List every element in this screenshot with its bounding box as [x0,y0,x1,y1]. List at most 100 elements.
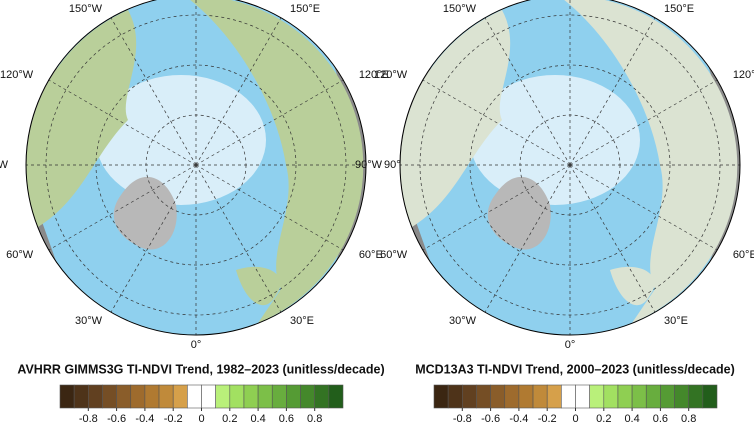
colorbar-swatch [490,384,506,409]
colorbar-swatch [617,384,633,409]
map-outline [399,0,741,336]
colorbar-title: MCD13A3 TI-NDVI Trend, 2000–2023 (unitle… [415,362,735,376]
meridian [110,17,197,166]
colorbar-swatch [476,384,491,409]
colorbar-tick-label: 0.6 [653,413,668,425]
colorbar-tick-label: 0.6 [279,413,294,425]
colorbar-swatch [702,384,718,409]
polar-map: 180°150°E120°E90°E60°E30°E0°30°W60°W90°W… [0,0,408,351]
colorbar-swatch [532,384,548,409]
longitude-label: 30°W [449,315,477,327]
longitude-label: 60°W [380,249,408,261]
colorbar-tick-label: 0.2 [222,413,237,425]
colorbar-swatch [674,384,689,409]
longitude-label: 150°W [443,3,477,15]
meridian [422,164,571,251]
colorbar-swatch [504,384,520,409]
meridian [110,164,197,313]
meridian [484,17,571,166]
longitude-label: 60°E [359,249,383,261]
colorbar-swatch [561,384,576,409]
meridian [195,17,282,166]
colorbar-swatch [328,384,344,409]
longitude-label: 120°E [359,69,389,81]
colorbar-swatch [158,384,174,409]
longitude-label: 120°E [733,69,754,81]
colorbar-swatch [59,384,75,409]
colorbar-tick-label: -0.6 [107,413,126,425]
colorbar-swatch [433,384,449,409]
colorbar-swatch [201,384,216,409]
colorbar-tick-label: 0.8 [681,413,696,425]
colorbar-swatch [575,384,590,409]
longitude-label: 150°E [290,3,320,15]
colorbar-swatch [116,384,132,409]
colorbar-swatch [314,384,330,409]
colorbar-swatch [144,384,160,409]
longitude-label: 90°W [0,159,9,171]
longitude-label: 120°W [0,69,34,81]
colorbar-swatch [589,384,605,409]
colorbar-tick-label: -0.6 [481,413,500,425]
colorbar-swatch [102,384,117,409]
colorbar-swatch [447,384,463,409]
longitude-label: 150°E [664,3,694,15]
colorbar-tick-label: 0.4 [250,413,265,425]
longitude-label: 120°W [374,69,408,81]
meridian [569,164,656,313]
colorbar-tick-label: 0.8 [307,413,322,425]
longitude-label: 150°W [69,3,103,15]
latitude-circle [469,64,671,266]
colorbar-swatch [631,384,647,409]
colorbar-swatch [215,384,231,409]
colorbar-tick-label: 0 [198,413,204,425]
colorbar-tick-label: -0.8 [79,413,98,425]
colorbar-swatch [243,384,259,409]
colorbar-swatch [518,384,534,409]
colorbar-swatch [603,384,619,409]
longitude-label: 30°E [290,315,314,327]
meridian [48,79,197,166]
latitude-circle [95,64,297,266]
colorbar-swatch [271,384,287,409]
meridian [195,164,344,251]
longitude-label: 0° [565,339,576,351]
map-outline [25,0,367,336]
colorbar-swatch [229,384,245,409]
colorbar-swatch [660,384,675,409]
meridian [569,164,718,251]
meridian [569,79,718,166]
meridian [569,17,656,166]
colorbar-swatch [130,384,146,409]
colorbar-tick-label: 0.2 [596,413,611,425]
longitude-label: 30°W [75,315,103,327]
colorbar-swatch [172,384,188,409]
colorbar-swatch [300,384,315,409]
colorbar-swatch [73,384,89,409]
colorbar-tick-label: 0 [572,413,578,425]
colorbar-tick-label: -0.4 [509,413,528,425]
longitude-label: 30°E [664,315,688,327]
colorbar-tick-label: 0.4 [624,413,639,425]
colorbar-swatch [286,384,301,409]
meridian [195,79,344,166]
colorbar-swatch [88,384,103,409]
colorbar-swatch [546,384,562,409]
colorbar-swatch [645,384,661,409]
meridian [484,164,571,313]
longitude-label: 90°W [355,159,383,171]
meridian [195,164,282,313]
colorbar-swatch [461,384,477,409]
colorbar-tick-label: -0.2 [538,413,557,425]
longitude-label: 60°E [733,249,754,261]
meridian [48,164,197,251]
colorbar-tick-label: -0.4 [135,413,154,425]
colorbar-tick-label: -0.8 [453,413,472,425]
polar-map: 180°150°E120°E90°E60°E30°E0°30°W60°W90°W… [355,0,754,351]
colorbar-tick-label: -0.2 [164,413,183,425]
colorbar-swatch [187,384,202,409]
longitude-label: 60°W [6,249,34,261]
longitude-label: 0° [191,339,202,351]
colorbar-title: AVHRR GIMMS3G TI-NDVI Trend, 1982–2023 (… [17,362,384,376]
